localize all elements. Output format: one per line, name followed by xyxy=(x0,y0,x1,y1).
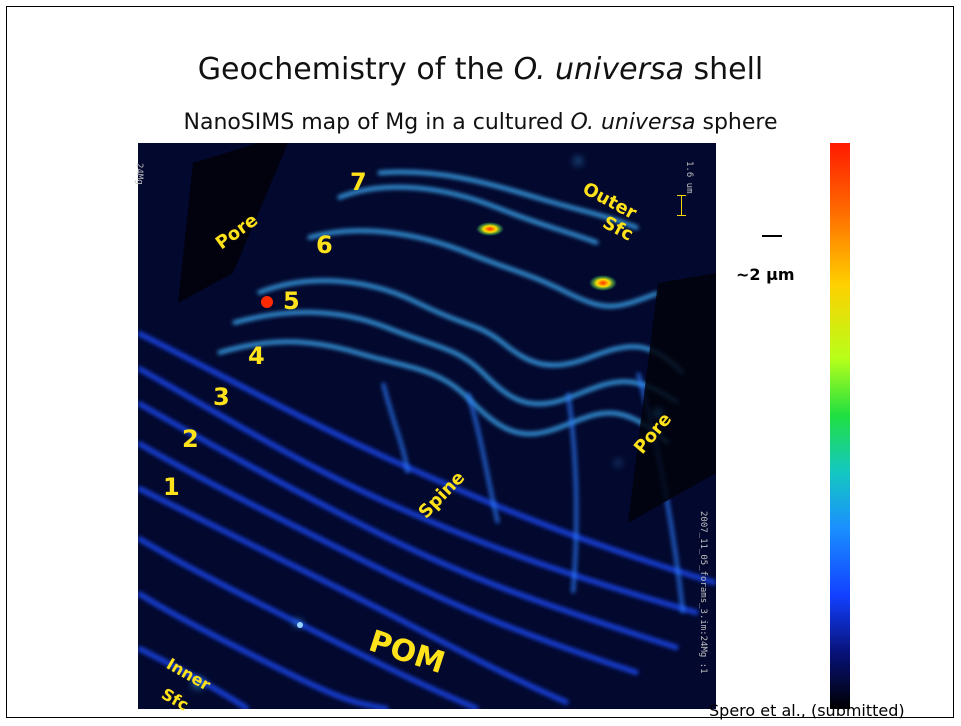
speck-lower xyxy=(297,622,303,628)
scale-bar-line xyxy=(762,235,782,237)
mg-map-image xyxy=(138,143,716,709)
hotspot-upper xyxy=(476,222,504,236)
title-suffix: shell xyxy=(683,52,764,87)
citation: Spero et al., (submitted) xyxy=(709,701,905,720)
slide-subtitle: NanoSIMS map of Mg in a cultured O. univ… xyxy=(0,110,961,135)
left-pore-void xyxy=(178,143,288,303)
title-species: O. universa xyxy=(513,52,684,87)
nanosims-map: 24Mg 1.6 um 2007_11_05_forams_3.im:24Mg … xyxy=(134,143,716,715)
scale-bar-text: ~2 µm xyxy=(736,265,795,284)
map-scale-label: 1.6 um xyxy=(684,161,694,194)
subtitle-prefix: NanoSIMS map of Mg in a cultured xyxy=(183,110,571,135)
layer-number-6: 6 xyxy=(316,231,333,259)
noise-speckle xyxy=(192,157,661,689)
color-scale-bar xyxy=(830,143,850,709)
hotspot-layer5 xyxy=(261,296,273,308)
layer-number-3: 3 xyxy=(213,383,230,411)
mg-hotspots xyxy=(261,222,617,628)
subtitle-suffix: sphere xyxy=(695,110,778,135)
map-corner-label: 24Mg xyxy=(134,163,144,185)
upper-layer-bands xyxy=(217,170,685,445)
layer-number-5: 5 xyxy=(283,287,300,315)
layer-number-4: 4 xyxy=(248,342,265,370)
subtitle-species: O. universa xyxy=(570,110,696,135)
map-scale-bar xyxy=(681,195,682,215)
hotspot-right xyxy=(589,275,617,291)
map-file-label: 2007_11_05_forams_3.im:24Mg :1 xyxy=(698,511,708,674)
lower-layer-bands xyxy=(138,330,716,709)
title-prefix: Geochemistry of the xyxy=(197,52,514,87)
right-pore-void xyxy=(628,273,716,523)
layer-number-2: 2 xyxy=(182,425,199,453)
slide-title: Geochemistry of the O. universa shell xyxy=(0,52,961,87)
layer-number-7: 7 xyxy=(350,168,367,196)
slide-frame xyxy=(6,6,954,718)
layer-number-1: 1 xyxy=(163,473,180,501)
